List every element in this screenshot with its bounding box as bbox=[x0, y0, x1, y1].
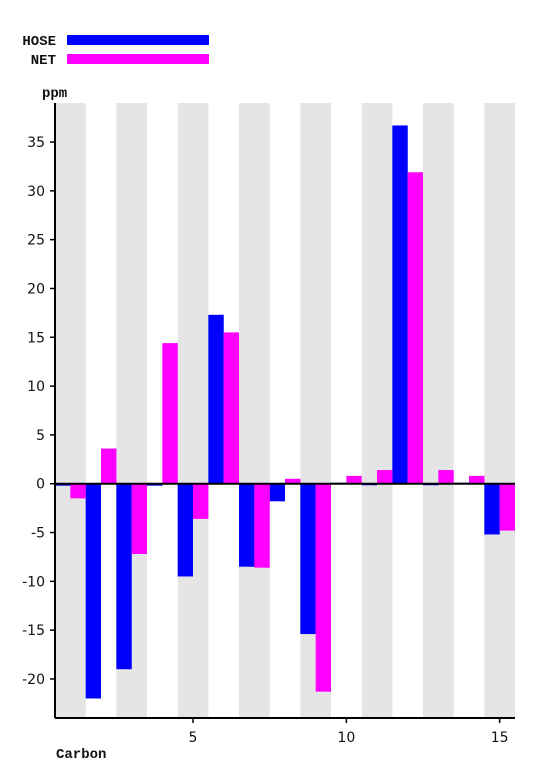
x-ticks: 5 10 15 bbox=[189, 718, 509, 746]
bar-edge-net-7 bbox=[265, 483, 270, 568]
y-tick-label: 0 bbox=[36, 477, 45, 493]
bar-edge-net-14 bbox=[479, 475, 485, 484]
bar-edge-net-2 bbox=[111, 448, 117, 484]
y-tick-label: 30 bbox=[27, 184, 45, 200]
y-tick-label: -15 bbox=[22, 623, 45, 639]
y-tick-label: 5 bbox=[36, 428, 45, 444]
bar-edge-hose-8 bbox=[280, 483, 285, 502]
bar-edge-net-15 bbox=[510, 483, 515, 531]
y-tick-label: 20 bbox=[27, 281, 45, 297]
x-axis-label: Carbon bbox=[56, 747, 106, 763]
bar-net-14 bbox=[469, 475, 485, 484]
bar-edge-hose-5 bbox=[188, 483, 193, 577]
bar-edge-net-9 bbox=[326, 483, 331, 692]
y-tick-label: -20 bbox=[22, 672, 45, 688]
column-band bbox=[55, 103, 86, 718]
bar-edge-hose-7 bbox=[249, 483, 255, 567]
bar-edge-net-12 bbox=[418, 172, 423, 484]
y-ticks: -20 -15 -10 -5 0 5 10 15 20 25 30 35 bbox=[22, 135, 55, 688]
bar-edge-net-1 bbox=[81, 483, 86, 499]
bar-edge-hose-3 bbox=[127, 483, 132, 670]
x-tick-label: 5 bbox=[189, 730, 198, 746]
y-tick-label: 35 bbox=[27, 135, 45, 151]
bar-edge-net-11 bbox=[387, 470, 393, 484]
y-tick-label: 25 bbox=[27, 233, 45, 249]
bar-edge-net-13 bbox=[449, 470, 454, 484]
bar-edge-net-3 bbox=[142, 483, 147, 554]
x-tick-label: 15 bbox=[491, 730, 509, 746]
legend-swatch-net bbox=[67, 54, 209, 64]
bar-edge-net-10 bbox=[357, 475, 362, 484]
bar-edge-net-8 bbox=[295, 478, 301, 484]
bar-edge-hose-9 bbox=[311, 483, 316, 635]
legend-label-net: NET bbox=[31, 53, 56, 69]
bars bbox=[55, 125, 515, 699]
legend: HOSE NET bbox=[22, 34, 209, 69]
column-band bbox=[239, 103, 270, 718]
y-tick-label: -5 bbox=[31, 526, 45, 542]
bar-edge-hose-15 bbox=[495, 483, 500, 535]
column-band bbox=[423, 103, 454, 718]
bar-edge-net-5 bbox=[203, 483, 209, 519]
y-tick-label: -10 bbox=[22, 574, 45, 590]
column-band bbox=[177, 103, 209, 718]
axes bbox=[54, 103, 515, 719]
y-axis-label: ppm bbox=[42, 86, 67, 102]
column-band bbox=[361, 103, 393, 718]
y-tick-label: 15 bbox=[27, 330, 45, 346]
bar-edge-net-4 bbox=[173, 343, 178, 484]
bar-net-10 bbox=[346, 475, 362, 484]
bar-edge-hose-2 bbox=[96, 483, 101, 699]
bar-edge-net-6 bbox=[234, 332, 239, 484]
y-tick-label: 10 bbox=[27, 379, 45, 395]
legend-swatch-hose bbox=[67, 35, 209, 45]
bar-edge-hose-6 bbox=[219, 314, 224, 484]
x-tick-label: 10 bbox=[337, 730, 355, 746]
bar-net-8 bbox=[285, 478, 301, 484]
bar-edge-hose-12 bbox=[403, 125, 408, 484]
column-band bbox=[484, 103, 515, 718]
legend-label-hose: HOSE bbox=[22, 34, 56, 50]
